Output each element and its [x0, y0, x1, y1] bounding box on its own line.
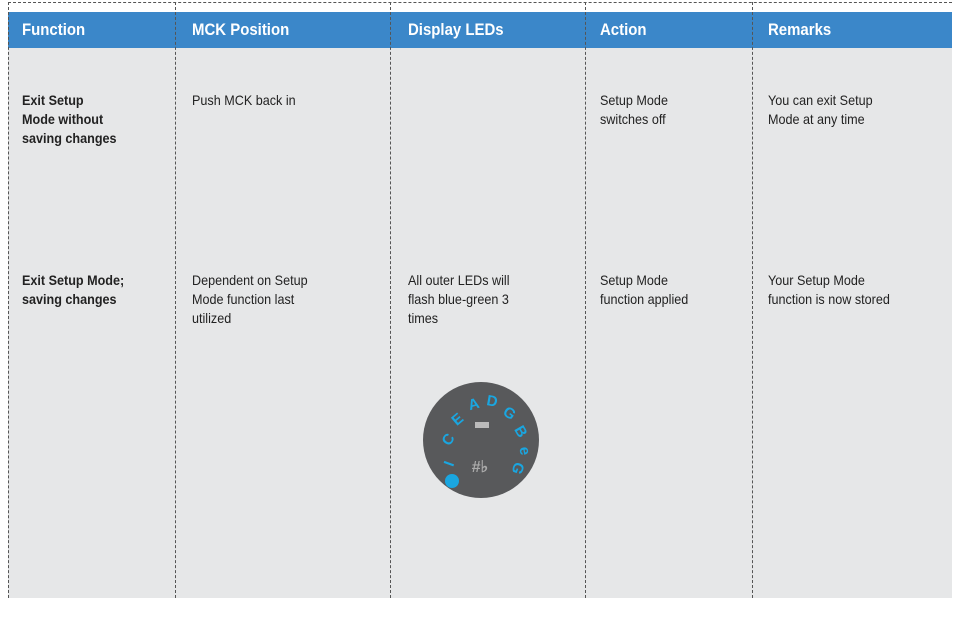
table-body — [8, 48, 952, 598]
table-cell: Setup Mode function applied — [600, 271, 688, 309]
top-border — [8, 2, 952, 3]
header-cell: Remarks — [768, 20, 832, 39]
table-cell: Exit Setup Mode; saving changes — [22, 271, 124, 309]
header-cell: MCK Position — [192, 20, 290, 39]
cell-line: Mode without — [22, 111, 104, 127]
header-cell: Display LEDs — [408, 20, 504, 39]
table-cell: Your Setup Mode function is now stored — [768, 271, 890, 309]
table-cell: Setup Mode switches off — [600, 91, 668, 129]
cell-line: times — [408, 310, 439, 326]
dial-letter: e — [515, 445, 533, 456]
dial-letter: A — [466, 395, 481, 414]
cell-line: Mode function last — [192, 291, 295, 307]
cell-line: function applied — [600, 291, 689, 307]
header-cell: Action — [600, 20, 647, 39]
cell-line: You can exit Setup — [768, 92, 873, 108]
table-cell: Dependent on Setup Mode function last util… — [192, 271, 308, 328]
cell-line: function is now stored — [768, 291, 890, 307]
dial-letter: D — [485, 392, 499, 411]
cell-line: All outer LEDs will — [408, 272, 510, 288]
table-cell: Exit Setup Mode without saving changes — [22, 91, 117, 148]
cell-line: Push MCK back in — [192, 92, 296, 108]
cell-line: Setup Mode — [600, 92, 668, 108]
dial-letter: G — [508, 460, 528, 477]
table-cell: Push MCK back in — [192, 91, 296, 110]
cell-line: flash blue-green 3 — [408, 291, 509, 307]
cell-line: Exit Setup — [22, 92, 84, 108]
cell-line: saving changes — [22, 291, 117, 307]
header-bar — [8, 12, 952, 48]
cell-line: saving changes — [22, 130, 117, 146]
dial-dot — [445, 474, 459, 488]
cell-line: switches off — [600, 111, 666, 127]
column-divider — [390, 2, 391, 598]
header-cell: Function — [22, 20, 86, 39]
column-divider — [585, 2, 586, 598]
cell-line: Mode at any time — [768, 111, 865, 127]
cell-line: Setup Mode — [600, 272, 668, 288]
cell-line: Your Setup Mode — [768, 272, 865, 288]
cell-line: utilized — [192, 310, 232, 326]
column-divider — [752, 2, 753, 598]
dial-body — [423, 382, 539, 498]
dial-led — [475, 422, 489, 428]
cell-line: Exit Setup Mode; — [22, 272, 125, 288]
dial-symbols: #♭ — [472, 459, 488, 476]
column-divider — [175, 2, 176, 598]
table-cell: You can exit Setup Mode at any time — [768, 91, 873, 129]
cell-line: Dependent on Setup — [192, 272, 308, 288]
dial-letter: I — [441, 459, 458, 469]
column-divider — [8, 2, 9, 598]
table-cell: All outer LEDs will flash blue-green 3 tim… — [408, 271, 510, 328]
